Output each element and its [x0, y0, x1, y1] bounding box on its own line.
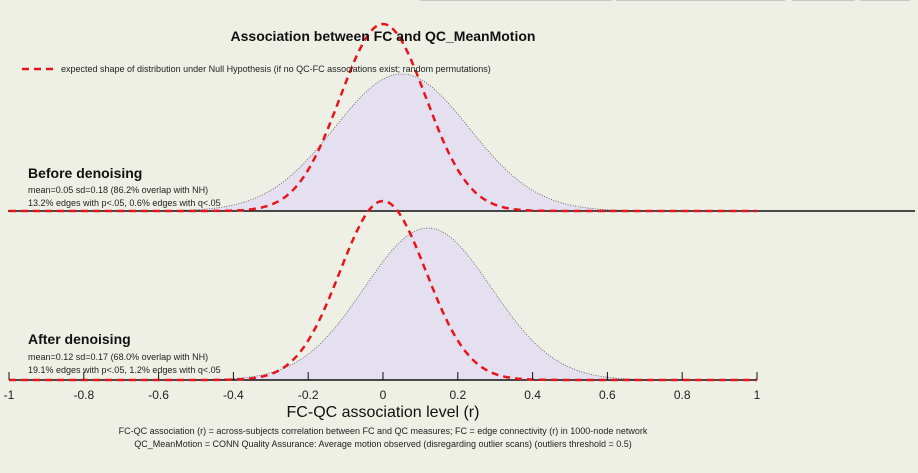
legend: expected shape of distribution under Nul…	[22, 64, 491, 74]
x-tick-label: 0.8	[674, 388, 691, 402]
distribution-fill-1	[9, 228, 757, 380]
x-tick-label: -1	[4, 388, 15, 402]
panel-stats-before: mean=0.05 sd=0.18 (86.2% overlap with NH…	[28, 185, 208, 195]
x-tick-label: 0	[380, 388, 387, 402]
x-tick-label: -0.8	[73, 388, 94, 402]
x-tick-label: 0.2	[449, 388, 466, 402]
distribution-fill-0	[9, 74, 757, 211]
x-tick-label: -0.4	[223, 388, 244, 402]
panel-edges-after: 19.1% edges with p<.05, 1.2% edges with …	[28, 365, 221, 375]
curves-layer	[8, 22, 915, 382]
panel-stats-after: mean=0.12 sd=0.17 (68.0% overlap with NH…	[28, 352, 208, 362]
null-hypothesis-curve-0	[9, 22, 757, 213]
legend-null-label: expected shape of distribution under Nul…	[61, 64, 491, 74]
x-tick-label: 0.6	[599, 388, 616, 402]
x-axis-label: FC-QC association level (r)	[287, 404, 480, 421]
null-hypothesis-curve-1	[9, 199, 757, 382]
panel-title-before: Before denoising	[28, 165, 142, 181]
chart-title: Association between FC and QC_MeanMotion	[231, 28, 536, 44]
footnote-1: FC-QC association (r) = across-subjects …	[119, 426, 648, 436]
x-tick-label: 0.4	[524, 388, 541, 402]
x-tick-label: 1	[754, 388, 761, 402]
panel-title-after: After denoising	[28, 331, 131, 347]
x-tick-label: -0.2	[298, 388, 319, 402]
x-tick-label: -0.6	[148, 388, 169, 402]
footnote-2: QC_MeanMotion = CONN Quality Assurance: …	[134, 439, 632, 449]
x-axis: -1 -0.8 -0.6 -0.4 -0.2 0 0.2 0.4 0.6 0.8 1	[4, 372, 761, 402]
panel-edges-before: 13.2% edges with p<.05, 0.6% edges with …	[28, 198, 221, 208]
